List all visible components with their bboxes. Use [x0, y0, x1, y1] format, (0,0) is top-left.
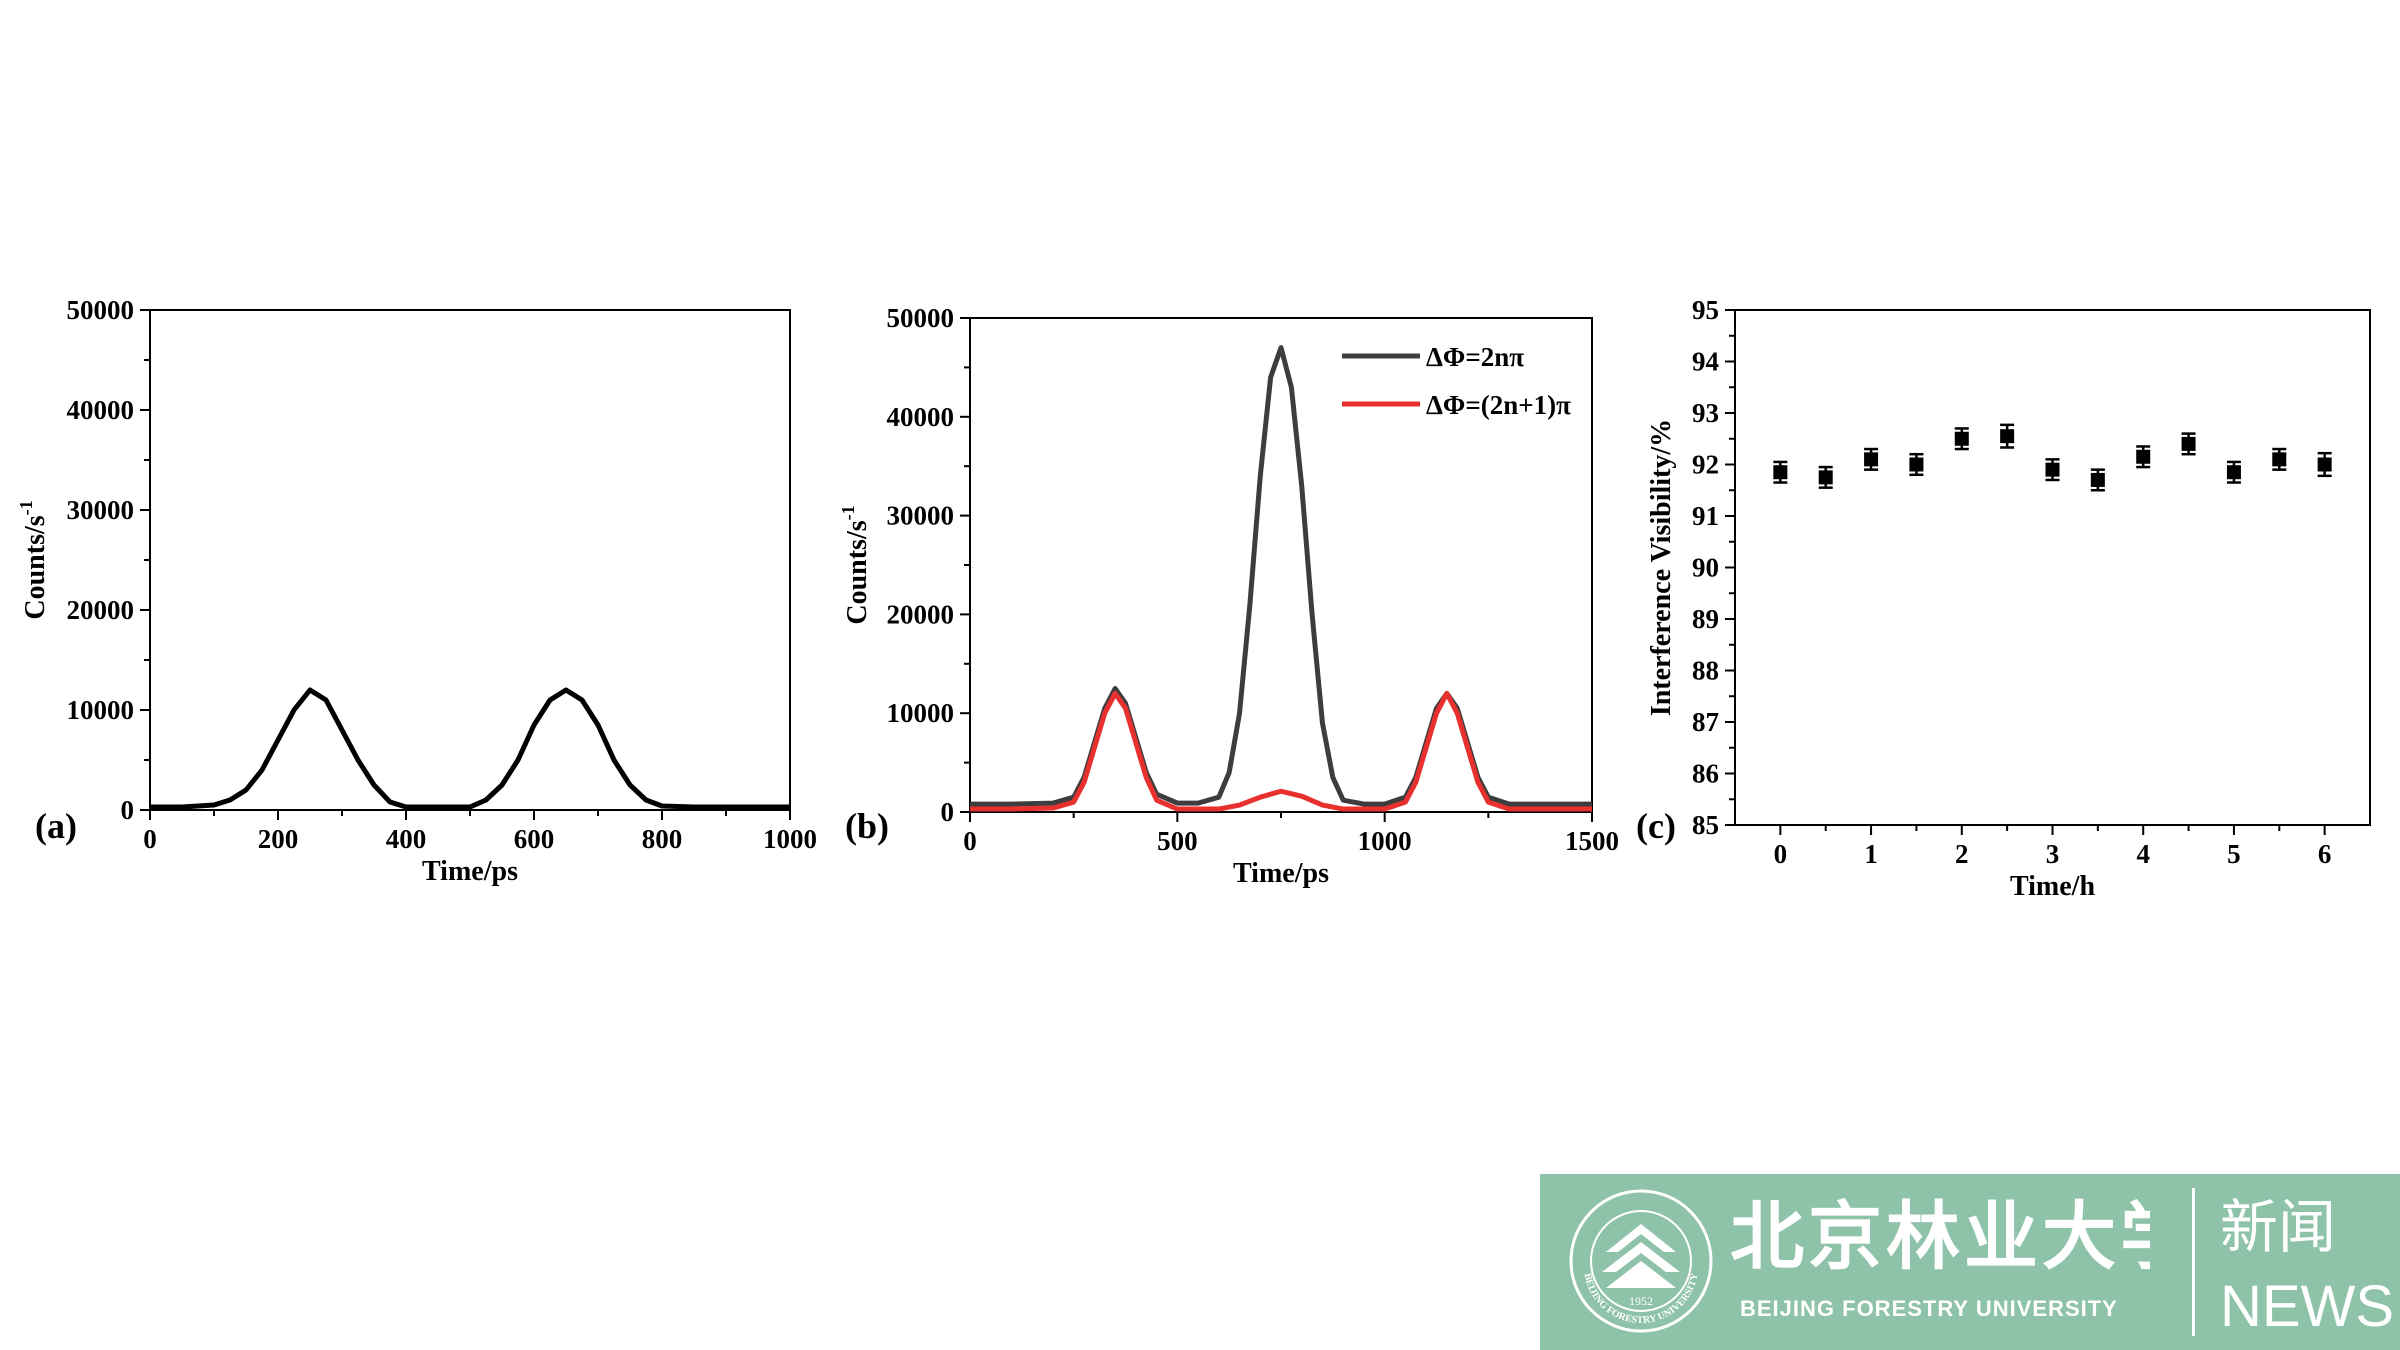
x-tick-label: 1: [1864, 839, 1878, 869]
x-tick-label: 200: [258, 824, 299, 854]
x-axis-title: Time/h: [2010, 871, 2095, 902]
y-tick-label: 88: [1692, 656, 1719, 686]
university-name-cn: 北京林业大学: [1730, 1194, 2150, 1280]
y-tick-label: 20000: [67, 595, 135, 625]
chart-panel-a: 0 200 400 600 800 100001000020000300004000050…: [16, 295, 817, 887]
x-tick-label: 3: [2046, 839, 2060, 869]
x-tick-label: 600: [514, 824, 555, 854]
data-point: [2226, 465, 2241, 480]
y-tick-label: 50000: [887, 303, 955, 333]
y-tick-label: 40000: [887, 402, 955, 432]
x-tick-label: 2: [1955, 839, 1969, 869]
data-point: [1909, 457, 1924, 472]
data-point: [1954, 431, 1969, 446]
panel-label: (a): [35, 806, 77, 846]
panel-label: (b): [845, 806, 889, 846]
y-tick-label: 30000: [67, 495, 135, 525]
data-point: [2090, 472, 2105, 487]
bjfu-news-banner: BEIJING FORESTRY UNIVERSITY 1952 北京林业大学 …: [1540, 1174, 2400, 1350]
y-tick-label: 0: [941, 797, 955, 827]
data-point: [2000, 429, 2015, 444]
plot-frame: [1734, 309, 2371, 826]
x-tick-label: 0: [1774, 839, 1788, 869]
y-axis-title-superscript: -1: [16, 500, 36, 515]
legend-label: ΔΦ=2nπ: [1426, 342, 1524, 372]
x-axis-title: Time/ps: [422, 856, 518, 887]
data-point: [2045, 462, 2060, 477]
chart-panel-c: 0 1 2 3 4 5 6 85 86 87 88 89 90 91 92 93 94 95 Time/h Inter…: [1636, 295, 2371, 902]
data-point: [1864, 452, 1879, 467]
chart-panel-b: 0 500 1000 1500 0 10000 20000 30000 40000 50000 Ti…: [838, 303, 1619, 889]
data-point: [1773, 465, 1788, 480]
x-tick-label: 400: [386, 824, 427, 854]
x-tick-label: 0: [963, 826, 977, 856]
y-tick-label: 85: [1692, 810, 1719, 840]
university-name-en: BEIJING FORESTRY UNIVERSITY: [1740, 1296, 2118, 1321]
y-axis-title: Counts/s-1: [838, 505, 873, 624]
y-tick-label: 10000: [67, 695, 135, 725]
data-point: [2136, 449, 2151, 464]
emblem-year: 1952: [1629, 1294, 1653, 1308]
y-tick-label: 90: [1692, 553, 1719, 583]
y-tick-label: 50000: [67, 295, 135, 325]
x-tick-label: 1000: [763, 824, 817, 854]
panel-label: (c): [1636, 806, 1676, 846]
y-tick-label: 30000: [887, 501, 955, 531]
university-emblem-icon: BEIJING FORESTRY UNIVERSITY 1952: [1569, 1189, 1713, 1333]
y-axis-title-base: Counts/s: [20, 515, 51, 619]
x-tick-label: 1000: [1358, 826, 1412, 856]
data-point: [1818, 470, 1833, 485]
x-tick-label: 1500: [1565, 826, 1619, 856]
y-tick-label: 91: [1692, 501, 1719, 531]
x-tick-label: 4: [2136, 839, 2150, 869]
x-tick-label: 6: [2318, 839, 2332, 869]
data-point: [2181, 436, 2196, 451]
news-label-cn: 新闻: [2220, 1193, 2337, 1261]
y-axis-title: Counts/s-1: [16, 500, 51, 619]
news-label-en: NEWS: [2220, 1274, 2394, 1339]
y-tick-label: 93: [1692, 398, 1719, 428]
y-tick-label: 10000: [887, 698, 955, 728]
series-line-1: [970, 690, 1592, 812]
y-tick-label: 86: [1692, 759, 1719, 789]
y-axis-title-superscript: -1: [838, 505, 858, 520]
y-tick-label: 87: [1692, 707, 1719, 737]
y-axis-title: Interference Visibility/%: [1646, 419, 1677, 716]
series-line-0: [150, 687, 790, 810]
x-tick-label: 800: [642, 824, 683, 854]
y-tick-label: 94: [1692, 347, 1719, 377]
x-axis-title: Time/ps: [1233, 858, 1329, 889]
y-tick-label: 20000: [887, 599, 955, 629]
x-tick-label: 0: [143, 824, 157, 854]
y-tick-label: 0: [121, 795, 135, 825]
x-tick-label: 500: [1157, 826, 1198, 856]
y-axis-title-base: Counts/s: [842, 520, 873, 624]
y-tick-label: 89: [1692, 604, 1719, 634]
y-tick-label: 40000: [67, 395, 135, 425]
banner-divider: [2192, 1188, 2195, 1336]
data-point: [2272, 452, 2287, 467]
plot-frame: [149, 309, 791, 811]
x-tick-label: 5: [2227, 839, 2241, 869]
y-tick-label: 95: [1692, 295, 1719, 325]
y-tick-label: 92: [1692, 450, 1719, 480]
legend-label: ΔΦ=(2n+1)π: [1426, 390, 1571, 420]
data-point: [2317, 457, 2332, 472]
